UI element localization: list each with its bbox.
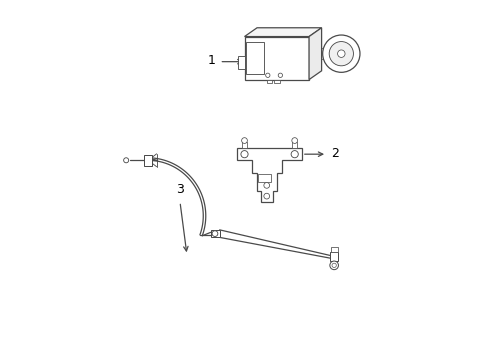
Circle shape [328,41,353,66]
Circle shape [329,261,338,270]
Polygon shape [292,142,297,148]
Polygon shape [144,155,152,166]
Polygon shape [330,247,337,252]
Circle shape [123,158,128,163]
Text: 2: 2 [330,147,339,159]
Circle shape [264,193,269,199]
Polygon shape [308,28,321,80]
Polygon shape [244,37,308,80]
Circle shape [212,231,217,237]
Circle shape [265,73,269,77]
Circle shape [337,50,345,57]
Circle shape [264,183,269,188]
Polygon shape [329,252,338,261]
Circle shape [322,35,359,72]
Polygon shape [244,28,321,37]
Circle shape [291,138,297,143]
Text: 3: 3 [176,183,183,196]
Polygon shape [237,148,301,202]
Polygon shape [246,42,264,74]
Circle shape [241,150,247,158]
Polygon shape [210,230,219,237]
Text: 1: 1 [207,54,215,67]
Circle shape [241,138,247,143]
Polygon shape [266,80,272,83]
Circle shape [331,263,336,267]
Polygon shape [273,80,279,83]
Circle shape [278,73,282,77]
Polygon shape [258,174,271,182]
Polygon shape [238,56,244,69]
Circle shape [290,150,298,158]
Polygon shape [242,142,246,148]
